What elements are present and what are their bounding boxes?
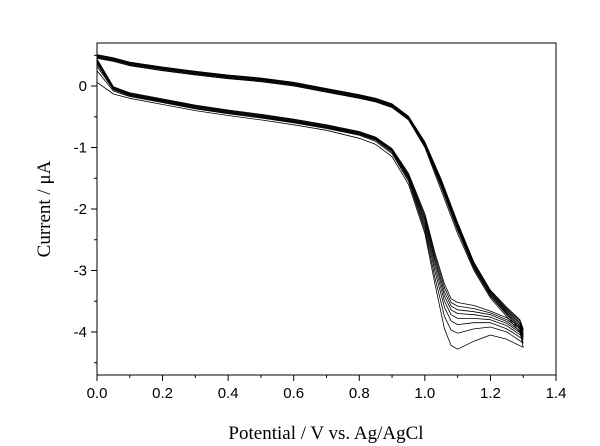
x-tick-label: 0.4 — [218, 385, 239, 402]
cv-cycle-7 — [96, 54, 524, 332]
traces-group — [96, 54, 524, 350]
x-tick-label: 0.2 — [152, 385, 173, 402]
cv-cycle-5 — [96, 55, 524, 336]
y-axis: 0 -1 -2 -3 -4 — [74, 54, 97, 364]
cv-cycle-2 — [96, 57, 524, 344]
x-tick-label: 1.0 — [414, 385, 435, 402]
cv-cycle-3 — [96, 56, 524, 340]
x-axis-title: Potential / V vs. Ag/AgCl — [228, 423, 423, 444]
y-tick-label: -3 — [74, 262, 87, 279]
cv-cycle-4 — [96, 56, 524, 338]
x-tick-label: 0.0 — [87, 385, 108, 402]
x-tick-label: 0.6 — [283, 385, 304, 402]
cv-cycle-1 — [96, 58, 524, 350]
y-tick-label: 0 — [79, 78, 87, 95]
y-tick-label: -1 — [74, 140, 87, 157]
x-tick-label: 0.8 — [349, 385, 370, 402]
x-tick-label: 1.2 — [480, 385, 501, 402]
y-tick-label: -4 — [74, 324, 87, 341]
y-axis-title: Current / μA — [34, 160, 55, 257]
x-axis: 0.0 0.2 0.4 0.6 0.8 1.0 1.2 1.4 — [87, 375, 567, 402]
cv-cycle-8 — [96, 54, 524, 330]
x-tick-label: 1.4 — [546, 385, 567, 402]
y-tick-label: -2 — [74, 201, 87, 218]
